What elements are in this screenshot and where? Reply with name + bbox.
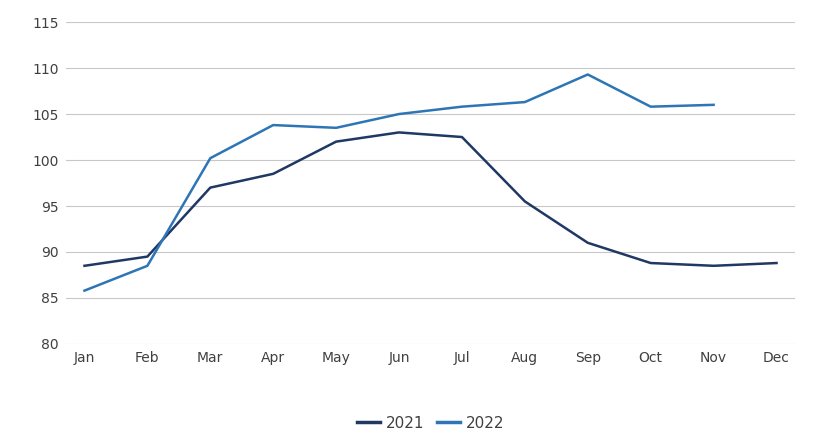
2021: [456, 135, 466, 140]
2022: [582, 72, 592, 77]
2021: [519, 199, 529, 204]
Legend: 2021, 2022: 2021, 2022: [351, 410, 509, 437]
2021: [582, 240, 592, 246]
2022: [708, 102, 717, 108]
2021: [205, 185, 215, 190]
2021: [771, 260, 781, 265]
Line: 2021: 2021: [84, 132, 776, 266]
2022: [79, 288, 89, 293]
2021: [143, 254, 152, 259]
2022: [456, 104, 466, 109]
2021: [394, 130, 404, 135]
Line: 2022: 2022: [84, 75, 713, 291]
2022: [143, 263, 152, 269]
2022: [268, 123, 278, 128]
2021: [268, 171, 278, 176]
2022: [205, 156, 215, 161]
2021: [708, 263, 717, 269]
2022: [394, 112, 404, 117]
2021: [645, 260, 655, 265]
2022: [519, 99, 529, 105]
2021: [331, 139, 341, 144]
2022: [331, 125, 341, 131]
2022: [645, 104, 655, 109]
2021: [79, 263, 89, 269]
